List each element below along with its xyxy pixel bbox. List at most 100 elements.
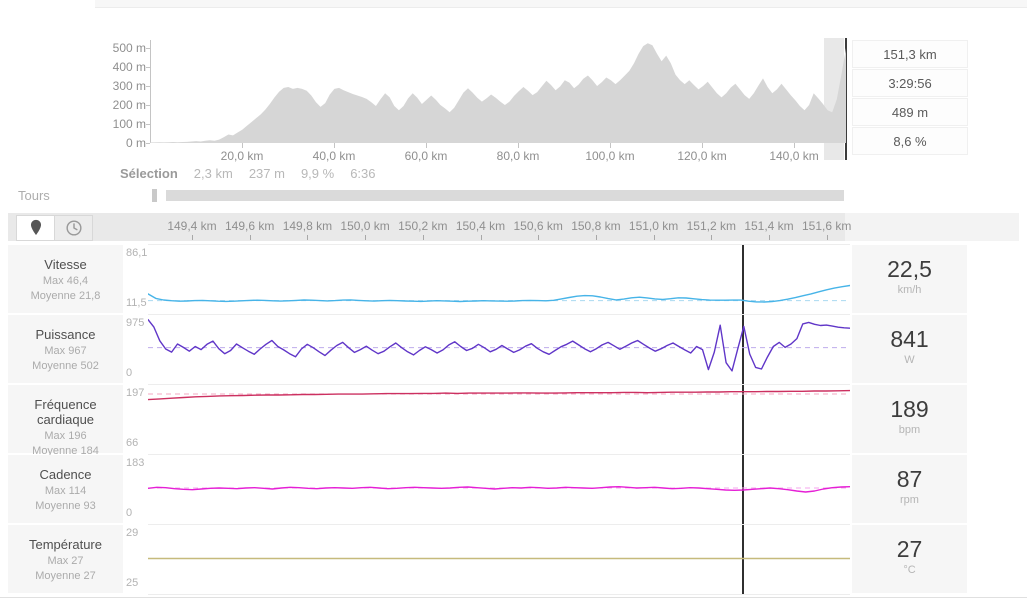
selection-distance: 2,3 km bbox=[193, 166, 233, 181]
metric-avg-label: Moyenne 502 bbox=[32, 360, 99, 372]
axis-km-label: 149,6 km bbox=[225, 219, 275, 233]
elevation-cursor-line[interactable] bbox=[845, 38, 847, 160]
elevation-x-tick-label: 40,0 km bbox=[312, 149, 356, 163]
metric-value-box-temperature: 27 °C bbox=[852, 525, 967, 593]
metric-series-line bbox=[148, 284, 850, 303]
axis-km-label: 151,0 km bbox=[628, 219, 679, 233]
elevation-x-tick bbox=[426, 143, 427, 148]
summary-stat-3: 8,6 % bbox=[852, 127, 968, 155]
metric-axis-max: 29 bbox=[126, 527, 139, 539]
metric-axis-min: 11,5 bbox=[126, 297, 147, 309]
axis-km-tick bbox=[538, 235, 540, 240]
axis-km-tick bbox=[192, 235, 193, 240]
axis-km-label: 151,6 km bbox=[802, 219, 852, 233]
elevation-y-tick-label: 0 m bbox=[125, 136, 146, 150]
selection-time: 6:36 bbox=[350, 166, 376, 181]
elevation-chart[interactable] bbox=[150, 40, 846, 143]
elevation-y-tick-label: 200 m bbox=[112, 98, 146, 112]
metric-axis-max: 197 bbox=[126, 387, 145, 399]
metric-axis-min: 25 bbox=[126, 577, 139, 589]
map-pin-button[interactable] bbox=[16, 215, 55, 241]
metric-series-line bbox=[148, 389, 850, 401]
axis-km-label: 149,4 km bbox=[167, 219, 217, 233]
metric-current-value: 27 bbox=[896, 536, 923, 562]
metric-axis-max: 183 bbox=[126, 457, 145, 469]
metric-value-box-puissance: 841 W bbox=[852, 315, 967, 383]
axis-km-tick bbox=[653, 235, 655, 240]
summary-stat-2: 489 m bbox=[852, 98, 968, 126]
elevation-x-tick-label: 80,0 km bbox=[496, 149, 540, 163]
bottom-divider bbox=[0, 597, 1027, 598]
elevation-y-tick bbox=[146, 48, 150, 49]
metric-chart-puissance[interactable] bbox=[148, 315, 850, 383]
elevation-y-tick-label: 500 m bbox=[112, 41, 146, 55]
metric-current-value: 22,5 bbox=[887, 256, 932, 282]
metric-title: Fréquence cardiaque bbox=[34, 397, 97, 427]
elevation-y-tick bbox=[146, 124, 150, 125]
metric-max-label: Max 967 bbox=[44, 345, 87, 357]
elevation-x-tick bbox=[242, 143, 243, 148]
metric-label-box-vitesse: Vitesse Max 46,4 Moyenne 21,8 bbox=[8, 245, 123, 313]
summary-stat-0: 151,3 km bbox=[852, 40, 968, 68]
axis-km-label: 150,0 km bbox=[340, 219, 390, 233]
axis-km-tick bbox=[769, 235, 770, 240]
map-pin-icon bbox=[30, 219, 41, 235]
metric-unit: rpm bbox=[900, 494, 919, 506]
metric-axis-max: 975 bbox=[126, 317, 145, 329]
metric-axis-min: 0 bbox=[126, 507, 133, 519]
metric-unit: km/h bbox=[897, 284, 922, 296]
elevation-x-tick bbox=[794, 143, 796, 148]
tours-scrubber-bar[interactable] bbox=[166, 190, 844, 201]
axis-km-label: 150,2 km bbox=[398, 219, 448, 233]
axis-km-label: 150,8 km bbox=[571, 219, 621, 233]
metric-value-box-cadence: 87 rpm bbox=[852, 455, 967, 523]
elevation-x-tick bbox=[518, 143, 519, 148]
elevation-y-axis bbox=[150, 40, 151, 143]
elevation-x-tick-label: 20,0 km bbox=[220, 149, 264, 163]
axis-km-tick bbox=[249, 235, 251, 240]
axis-km-label: 150,4 km bbox=[455, 219, 506, 233]
metric-chart-vitesse[interactable] bbox=[148, 245, 850, 313]
elevation-y-tick-label: 100 m bbox=[112, 117, 146, 131]
metric-unit: bpm bbox=[898, 424, 921, 436]
metric-avg-label: Moyenne 184 bbox=[32, 445, 99, 457]
metric-unit: W bbox=[904, 354, 915, 366]
metric-max-label: Max 27 bbox=[47, 555, 84, 567]
metric-avg-label: Moyenne 93 bbox=[35, 500, 96, 512]
metric-chart-temperature[interactable] bbox=[148, 525, 850, 593]
metric-avg-label: Moyenne 27 bbox=[35, 570, 96, 582]
metric-current-value: 87 bbox=[896, 466, 923, 492]
axis-km-tick bbox=[826, 235, 828, 240]
metric-label-box-frequence-cardiaque: Fréquence cardiaque Max 196 Moyenne 184 bbox=[8, 385, 123, 457]
metric-value-box-frequence-cardiaque: 189 bpm bbox=[852, 385, 967, 453]
metric-label-box-puissance: Puissance Max 967 Moyenne 502 bbox=[8, 315, 123, 383]
axis-km-label: 149,8 km bbox=[282, 219, 333, 233]
elevation-x-tick-label: 60,0 km bbox=[404, 149, 448, 163]
metric-max-label: Max 46,4 bbox=[42, 275, 89, 287]
metric-current-value: 189 bbox=[890, 396, 929, 422]
axis-km-label: 151,4 km bbox=[744, 219, 794, 233]
metric-series-line bbox=[148, 486, 850, 493]
metric-title: Température bbox=[29, 537, 102, 552]
metric-avg-label: Moyenne 21,8 bbox=[30, 290, 101, 302]
elevation-x-tick-label: 120,0 km bbox=[677, 149, 727, 163]
chart-toolbar bbox=[8, 213, 845, 241]
metric-axis-min: 66 bbox=[126, 437, 139, 449]
metric-label-box-temperature: Température Max 27 Moyenne 27 bbox=[8, 525, 123, 593]
axis-km-tick bbox=[711, 235, 713, 240]
elevation-x-tick-label: 140,0 km bbox=[769, 149, 819, 163]
elevation-y-tick bbox=[146, 143, 150, 144]
tours-scrubber-handle[interactable] bbox=[152, 189, 157, 202]
axis-km-tick bbox=[365, 235, 367, 240]
axis-km-label: 151,2 km bbox=[686, 219, 736, 233]
metric-chart-frequence-cardiaque[interactable] bbox=[148, 385, 850, 453]
clock-button[interactable] bbox=[55, 215, 93, 241]
metric-chart-cadence[interactable] bbox=[148, 455, 850, 523]
summary-stat-1: 3:29:56 bbox=[852, 69, 968, 97]
metric-title: Puissance bbox=[35, 327, 96, 342]
selection-elevation: 237 m bbox=[248, 166, 285, 181]
detail-cursor-line[interactable] bbox=[742, 244, 744, 594]
plot-row-separator bbox=[148, 244, 850, 245]
metric-unit: °C bbox=[903, 564, 916, 576]
